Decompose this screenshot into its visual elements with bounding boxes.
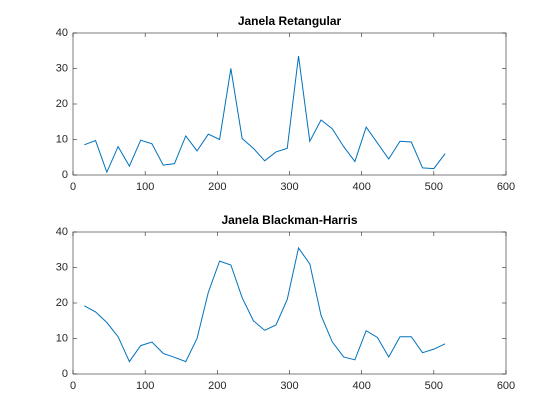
chart-title: Janela Blackman-Harris — [221, 213, 357, 227]
y-tick-label: 0 — [62, 368, 68, 380]
axes-box — [72, 231, 507, 375]
y-tick-label: 10 — [56, 133, 68, 145]
x-tick-label: 100 — [136, 380, 154, 392]
y-tick-label: 40 — [56, 226, 68, 238]
chart-title: Janela Retangular — [238, 14, 342, 28]
x-tick-label: 500 — [425, 181, 443, 193]
x-tick-label: 600 — [497, 380, 515, 392]
x-tick-label: 100 — [136, 181, 154, 193]
y-tick-label: 30 — [56, 62, 68, 74]
x-tick-label: 0 — [70, 181, 76, 193]
data-line — [84, 246, 446, 363]
y-tick-label: 30 — [56, 261, 68, 273]
x-tick-label: 200 — [208, 181, 226, 193]
x-tick-label: 400 — [352, 181, 370, 193]
axes-box — [72, 32, 507, 176]
x-tick-label: 400 — [352, 380, 370, 392]
y-tick-label: 0 — [62, 169, 68, 181]
x-tick-label: 600 — [497, 181, 515, 193]
x-tick-label: 200 — [208, 380, 226, 392]
y-tick-label: 10 — [56, 332, 68, 344]
data-line — [84, 56, 446, 174]
x-tick-label: 300 — [280, 181, 298, 193]
x-tick-label: 500 — [425, 380, 443, 392]
y-tick-label: 40 — [56, 27, 68, 39]
x-tick-label: 300 — [280, 380, 298, 392]
y-tick-label: 20 — [56, 98, 68, 110]
y-tick-label: 20 — [56, 297, 68, 309]
x-tick-label: 0 — [70, 380, 76, 392]
